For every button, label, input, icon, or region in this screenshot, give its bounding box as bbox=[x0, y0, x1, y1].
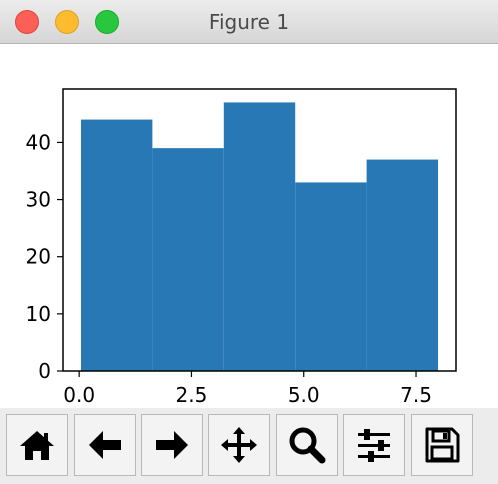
close-window-button[interactable] bbox=[15, 10, 39, 34]
forward-button[interactable] bbox=[141, 414, 203, 476]
x-tick-label: 5.0 bbox=[288, 383, 320, 407]
home-icon bbox=[20, 431, 54, 460]
zoom-magnifier-icon bbox=[289, 427, 326, 464]
histogram-bar bbox=[223, 102, 296, 371]
y-tick-label: 0 bbox=[38, 359, 51, 383]
histogram-chart: 0 10 20 30 40 0.0 2.5 5.0 7.5 bbox=[26, 88, 457, 407]
x-tick-label: 0.0 bbox=[63, 383, 95, 407]
zoom-button[interactable] bbox=[276, 414, 338, 476]
back-button[interactable] bbox=[74, 414, 136, 476]
y-tick-label: 10 bbox=[26, 302, 51, 326]
x-tick-label: 2.5 bbox=[176, 383, 208, 407]
y-tick-label: 20 bbox=[26, 245, 51, 269]
histogram-bar bbox=[80, 119, 153, 371]
axes-frame bbox=[62, 88, 457, 372]
save-floppy-icon bbox=[425, 427, 460, 463]
y-tick-label: 40 bbox=[26, 130, 51, 154]
minimize-window-button[interactable] bbox=[55, 10, 79, 34]
y-tick-label: 30 bbox=[26, 188, 51, 212]
window-titlebar: Figure 1 bbox=[0, 0, 498, 44]
forward-arrow-icon bbox=[156, 431, 188, 459]
configure-subplots-button[interactable] bbox=[343, 414, 405, 476]
window-title: Figure 1 bbox=[208, 10, 290, 34]
figure-canvas: 0 10 20 30 40 0.0 2.5 5.0 7.5 bbox=[0, 44, 498, 408]
configure-subplots-icon bbox=[358, 429, 390, 462]
histogram-bar bbox=[295, 182, 367, 371]
save-button[interactable] bbox=[411, 414, 473, 476]
navigation-toolbar bbox=[0, 408, 498, 484]
histogram-bar bbox=[152, 148, 224, 371]
histogram-bar bbox=[366, 159, 439, 371]
zoom-window-button[interactable] bbox=[95, 10, 119, 34]
x-tick-label: 7.5 bbox=[400, 383, 432, 407]
pan-button[interactable] bbox=[208, 414, 270, 476]
pan-move-icon bbox=[221, 427, 257, 463]
home-button[interactable] bbox=[6, 414, 68, 476]
back-arrow-icon bbox=[89, 431, 121, 459]
